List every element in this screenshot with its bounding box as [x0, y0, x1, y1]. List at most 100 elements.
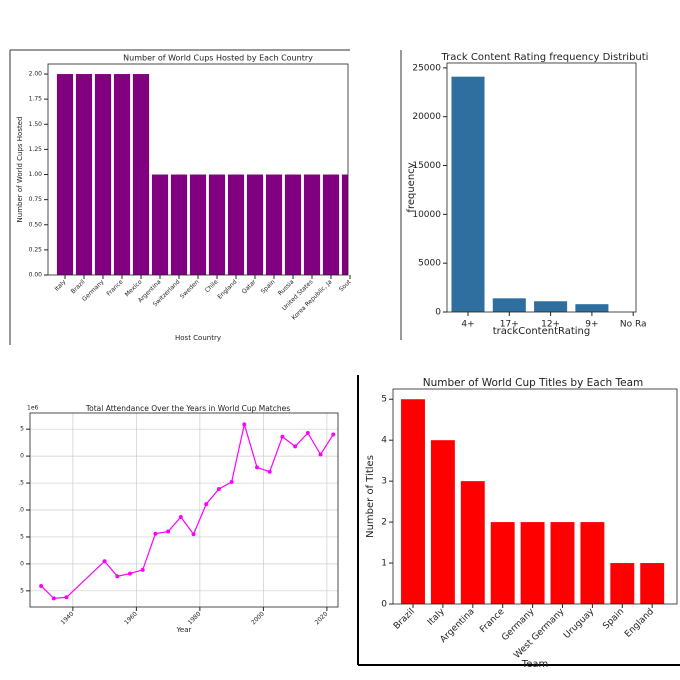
- point: [166, 529, 171, 534]
- axes-frame: [29, 412, 339, 608]
- point: [204, 502, 209, 507]
- x-tick-label: No Ra: [620, 320, 647, 330]
- x-tick-label: Sout: [338, 278, 353, 293]
- y-tick-label: 1.75: [29, 96, 43, 103]
- bar: [265, 174, 283, 275]
- x-tick-label: Italy: [53, 278, 67, 292]
- x-tick-label: England: [216, 278, 238, 300]
- point: [267, 469, 272, 474]
- axes-frame: [392, 388, 678, 605]
- x-tick-label: England: [623, 607, 656, 640]
- y-tick-label: 1.25: [29, 146, 43, 153]
- y-tick-label: 3: [381, 477, 387, 487]
- y-offset-label: 1e6: [27, 405, 39, 412]
- bar: [322, 174, 340, 275]
- y-tick-label: 5000: [418, 259, 441, 269]
- chart-title: Number of World Cups Hosted by Each Coun…: [123, 54, 313, 63]
- bar: [56, 74, 74, 275]
- point: [191, 532, 196, 537]
- y-tick-label: 5: [20, 587, 24, 594]
- point: [64, 595, 69, 600]
- y-tick-label: 0: [435, 308, 441, 318]
- point: [229, 479, 234, 484]
- bar: [227, 174, 245, 275]
- bar: [132, 74, 150, 275]
- y-tick-label: 10000: [412, 210, 441, 220]
- y-tick-label: 1: [381, 559, 387, 569]
- x-tick-label: France: [478, 606, 507, 635]
- point: [255, 465, 260, 470]
- line-series: [40, 424, 334, 599]
- x-tick-label: 4+: [461, 320, 474, 330]
- x-tick-label: 17+: [500, 320, 519, 330]
- y-tick-label: 4: [381, 436, 387, 446]
- bar: [303, 174, 321, 275]
- y-tick-label: 1.00: [29, 171, 43, 178]
- point: [140, 567, 145, 572]
- x-tick-label: Brazil: [70, 278, 87, 295]
- bar: [550, 522, 575, 604]
- x-tick-label: Italy: [426, 606, 447, 627]
- x-tick-label: 1940: [60, 610, 76, 626]
- x-tick-label: Chile: [204, 278, 220, 294]
- bar: [284, 174, 302, 275]
- x-tick-label: 12+: [541, 320, 560, 330]
- bar: [189, 174, 207, 275]
- y-tick-label: 0.75: [29, 196, 43, 203]
- y-tick-label: 2: [381, 518, 387, 528]
- y-axis-label: Number of World Cups Hosted: [16, 117, 24, 223]
- x-tick-label: 1980: [187, 610, 203, 626]
- point: [102, 559, 107, 564]
- point: [39, 583, 44, 588]
- axes-frame: [47, 63, 349, 276]
- bar: [151, 174, 169, 275]
- point: [216, 486, 221, 491]
- bar: [490, 522, 515, 604]
- y-tick-label: 15000: [412, 161, 441, 171]
- x-tick-label: Brazil: [392, 607, 417, 632]
- x-tick-label: Qatar: [241, 278, 258, 295]
- x-axis-label: Team: [521, 659, 548, 670]
- y-tick-label: 5: [381, 395, 387, 405]
- y-tick-label: 0: [20, 453, 24, 460]
- bar: [401, 399, 425, 604]
- bar: [610, 563, 635, 604]
- y-axis-label: Number of Titles: [365, 455, 376, 538]
- point: [128, 571, 133, 576]
- bar: [460, 481, 485, 604]
- y-axis-label: frequency: [406, 162, 417, 212]
- y-tick-label: 1.50: [29, 121, 43, 128]
- x-axis-label: Host Country: [175, 334, 221, 342]
- point: [293, 444, 298, 449]
- y-tick-label: 0.25: [29, 246, 43, 253]
- x-axis-label: Year: [176, 626, 192, 634]
- x-tick-label: Sweden: [179, 278, 201, 300]
- y-tick-label: 0.50: [29, 221, 43, 228]
- y-tick-label: .5: [18, 480, 24, 487]
- chart-title: Total Attendance Over the Years in World…: [85, 404, 290, 413]
- bar: [341, 174, 348, 275]
- y-tick-label: 0: [381, 600, 387, 610]
- y-tick-label: 0.00: [29, 272, 43, 279]
- bar: [75, 74, 93, 275]
- bar: [208, 174, 226, 275]
- bar: [520, 522, 545, 604]
- bar: [113, 74, 131, 275]
- y-tick-label: 0: [20, 560, 24, 567]
- y-tick-label: 25000: [412, 63, 441, 73]
- chart-title: Number of World Cup Titles by Each Team: [423, 377, 644, 389]
- bar: [170, 174, 188, 275]
- x-axis-label: trackContentRating: [493, 326, 590, 337]
- x-tick-label: 2000: [250, 610, 266, 626]
- bar: [430, 440, 455, 604]
- bar: [580, 522, 605, 604]
- y-tick-label: .0: [18, 507, 24, 514]
- point: [115, 574, 120, 579]
- x-tick-label: 9+: [585, 320, 598, 330]
- bar: [640, 563, 665, 604]
- x-tick-label: 2020: [314, 610, 330, 626]
- x-tick-label: Spain: [601, 607, 626, 632]
- bar: [94, 74, 112, 275]
- x-tick-label: Uruguay: [562, 606, 597, 641]
